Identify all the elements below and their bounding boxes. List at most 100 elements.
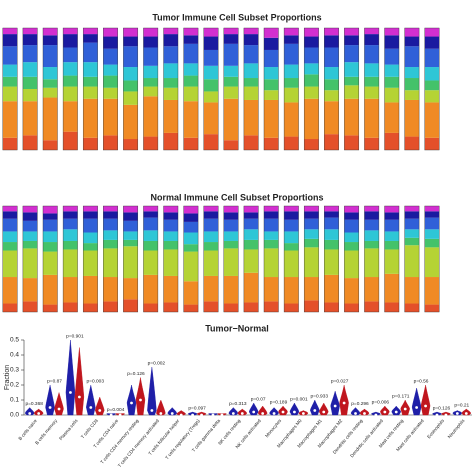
bar-outline bbox=[223, 205, 239, 313]
bar-segment bbox=[263, 137, 279, 150]
bar-segment bbox=[103, 135, 118, 150]
bar-outline bbox=[42, 27, 58, 151]
p-value: p=0.027 bbox=[331, 378, 349, 384]
median-point bbox=[313, 409, 317, 412]
bar-segment bbox=[404, 136, 420, 150]
bar-segment bbox=[103, 230, 118, 240]
bar-segment bbox=[2, 86, 18, 102]
bar-segment bbox=[243, 249, 259, 273]
median-point bbox=[464, 412, 468, 415]
bar-segment bbox=[143, 206, 158, 212]
violin bbox=[54, 391, 64, 416]
y-tick-label: 0.5 bbox=[10, 337, 19, 344]
median-point bbox=[150, 409, 154, 412]
bar-segment bbox=[22, 212, 38, 221]
bar-segment bbox=[243, 239, 259, 250]
bar-segment bbox=[384, 28, 400, 36]
bar-segment bbox=[284, 211, 299, 220]
bar-segment bbox=[243, 34, 259, 46]
bar-segment bbox=[103, 36, 118, 49]
x-tick-label: T cells CD4 memory resting bbox=[99, 418, 139, 465]
bar-outline bbox=[143, 27, 159, 151]
bar-segment bbox=[123, 46, 138, 68]
bar-segment bbox=[22, 240, 38, 249]
bar-segment bbox=[63, 75, 78, 87]
violin bbox=[330, 390, 340, 416]
violin bbox=[237, 408, 247, 416]
bar-segment bbox=[42, 206, 58, 214]
bar-segment bbox=[203, 231, 219, 243]
bar-segment bbox=[163, 99, 179, 133]
bar-segment bbox=[203, 65, 219, 80]
bar-segment bbox=[183, 137, 199, 150]
x-tick-label: B cells naive bbox=[17, 418, 38, 441]
chart-title: Normal Immune Cell Subset Proportions bbox=[150, 192, 323, 202]
bar-segment bbox=[263, 218, 279, 232]
bar-segment bbox=[424, 304, 440, 312]
bar-segment bbox=[384, 212, 400, 220]
median-point bbox=[57, 407, 61, 411]
bar-segment bbox=[344, 85, 359, 99]
bar-segment bbox=[384, 76, 400, 88]
bar-segment bbox=[384, 35, 400, 49]
bar-segment bbox=[223, 43, 239, 66]
violin bbox=[359, 408, 370, 416]
bar-segment bbox=[284, 102, 299, 137]
bar-segment bbox=[243, 63, 259, 79]
bar-segment bbox=[103, 98, 118, 136]
p-value: p=0.189 bbox=[270, 399, 288, 405]
violin bbox=[339, 384, 349, 416]
bar-segment bbox=[223, 65, 239, 77]
bar-segment bbox=[63, 62, 78, 76]
median-point bbox=[28, 412, 32, 415]
bar-segment bbox=[364, 240, 379, 249]
bar-segment bbox=[384, 132, 400, 150]
bar-segment bbox=[304, 47, 319, 64]
bar-segment bbox=[103, 87, 118, 99]
median-point bbox=[69, 391, 72, 394]
y-tick-label: 0.2 bbox=[10, 382, 19, 389]
p-value: p=0.87 bbox=[47, 378, 62, 384]
bar-segment bbox=[2, 206, 18, 212]
bar-segment bbox=[203, 301, 219, 312]
bar-segment bbox=[183, 63, 199, 76]
bar-outline bbox=[404, 205, 420, 313]
median-point bbox=[363, 412, 366, 415]
bar-segment bbox=[203, 218, 219, 232]
bar-segment bbox=[263, 49, 279, 68]
bar-segment bbox=[364, 277, 379, 302]
bar-segment bbox=[424, 67, 440, 81]
bar-segment bbox=[143, 136, 158, 150]
bar-segment bbox=[163, 46, 179, 64]
bar-segment bbox=[103, 64, 118, 76]
bar-segment bbox=[123, 91, 138, 105]
violin bbox=[350, 407, 361, 416]
p-value: p=0.003 bbox=[87, 378, 105, 384]
bar-segment bbox=[243, 135, 259, 150]
bar-segment bbox=[143, 211, 158, 218]
bar-segment bbox=[83, 42, 98, 63]
median-point bbox=[455, 412, 459, 415]
bar-segment bbox=[203, 242, 219, 251]
bar-segment bbox=[2, 28, 18, 35]
bar-outline bbox=[283, 27, 299, 151]
p-value: p=0.07 bbox=[251, 396, 266, 402]
bar-segment bbox=[364, 211, 379, 220]
bar-segment bbox=[103, 75, 118, 88]
bar-segment bbox=[223, 86, 239, 99]
bar-segment bbox=[22, 28, 38, 35]
median-point bbox=[179, 413, 183, 417]
bar-segment bbox=[424, 217, 440, 230]
bar-segment bbox=[223, 240, 239, 249]
bar-segment bbox=[42, 35, 58, 46]
bar-outline bbox=[143, 205, 159, 313]
violin bbox=[411, 387, 422, 416]
bar-segment bbox=[203, 211, 219, 219]
bar-segment bbox=[243, 99, 259, 136]
bar-segment bbox=[404, 245, 420, 278]
bar-outline bbox=[203, 27, 219, 151]
median-point bbox=[77, 395, 81, 399]
bar-segment bbox=[364, 230, 379, 241]
bar-segment bbox=[304, 74, 319, 87]
bar-segment bbox=[284, 277, 299, 304]
